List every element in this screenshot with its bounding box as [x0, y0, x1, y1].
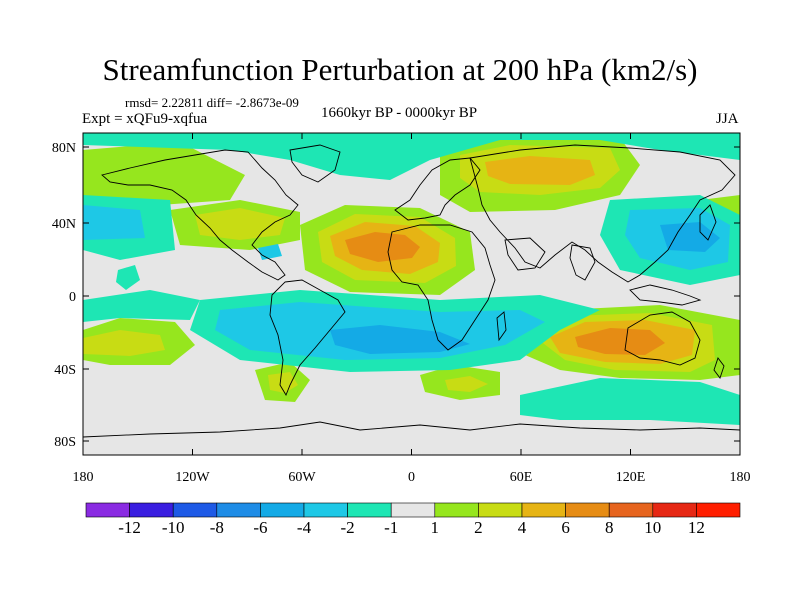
colorbar-swatch	[696, 502, 741, 518]
coast-arabia	[504, 237, 546, 271]
lon-label: 180	[730, 470, 751, 485]
coast-new-zealand	[713, 357, 725, 379]
lat-label: 40N	[52, 217, 76, 232]
lon-label: 60W	[288, 470, 316, 485]
colorbar-label: 12	[688, 518, 705, 537]
latitude-labels: 80N 40N 0 40S 80S	[52, 141, 76, 450]
colorbar-label: 10	[644, 518, 661, 537]
north-pacific-positive-band	[83, 142, 245, 205]
colorbar-label: -12	[118, 518, 141, 537]
coast-india	[569, 244, 596, 281]
coast-africa	[387, 224, 496, 351]
coast-south-america	[269, 279, 346, 397]
colorbar-swatch	[129, 502, 174, 518]
southern-ocean-positive-4	[268, 372, 298, 393]
experiment-label: Expt = xQFu9-xqfua	[82, 111, 208, 127]
positive-anomaly-fields	[83, 137, 740, 402]
colorbar-swatch	[434, 502, 479, 518]
colorbar-swatch	[347, 502, 392, 518]
coast-greenland	[289, 144, 341, 183]
map-panel	[83, 133, 740, 455]
negative-anomaly-fields	[83, 133, 740, 425]
colorbar-label: -6	[253, 518, 267, 537]
colorbar-swatch	[652, 502, 697, 518]
colorbar-swatch	[85, 502, 130, 518]
coast-australia	[624, 311, 701, 366]
coastlines	[83, 144, 740, 438]
atlantic-africa-positive-8	[345, 232, 420, 262]
east-asia-negative-4	[660, 222, 720, 252]
lon-label: 120E	[616, 470, 646, 485]
lon-label: 0	[408, 470, 415, 485]
colorbar-label: 1	[431, 518, 440, 537]
caspian-neutral-cell	[538, 228, 578, 256]
colorbar-label: -10	[162, 518, 185, 537]
colorbar-swatch	[565, 502, 610, 518]
stats-line: rmsd= 2.22811 diff= -2.8673e-09	[125, 95, 299, 110]
eurasia-positive-6	[485, 156, 595, 185]
colorbar-label: -8	[210, 518, 224, 537]
longitude-labels: 180 120W 60W 0 60E 120E 180	[73, 470, 751, 485]
tropical-negative-band-4	[330, 325, 470, 354]
coast-madagascar	[496, 311, 507, 342]
north-pacific-negative-2	[83, 205, 145, 240]
arctic-negative	[83, 133, 740, 180]
coast-japan	[699, 204, 717, 241]
lat-label: 40S	[54, 363, 76, 378]
coast-antarctica	[83, 421, 740, 438]
colorbar-label: -2	[341, 518, 355, 537]
lon-label: 180	[73, 470, 94, 485]
south-atlantic-positive-4	[445, 376, 488, 392]
axis-ticks	[83, 133, 740, 455]
colorbar-swatch	[478, 502, 523, 518]
southeast-pacific-negative	[83, 290, 200, 322]
lon-label: 120W	[175, 470, 210, 485]
lat-label: 0	[69, 290, 76, 305]
colorbar-swatch	[216, 502, 261, 518]
coast-se-asia-islands	[629, 284, 702, 306]
chart-title: Streamfunction Perturbation at 200 hPa (…	[102, 52, 698, 87]
south-indian-australia-positive-8	[575, 328, 665, 355]
colorbar	[85, 502, 741, 518]
coast-north-america	[101, 149, 299, 281]
season-label: JJA	[716, 111, 739, 127]
colorbar-label: 2	[474, 518, 483, 537]
colorbar-swatch	[608, 502, 654, 518]
colorbar-swatch	[172, 502, 218, 518]
pacific-small-negative	[116, 265, 140, 290]
colorbar-label: 8	[605, 518, 614, 537]
south-indian-negative	[520, 378, 740, 425]
colorbar-swatch	[260, 502, 305, 518]
colorbar-label: -1	[384, 518, 398, 537]
colorbar-label: 6	[561, 518, 570, 537]
lat-label: 80N	[52, 141, 76, 156]
colorbar-labels: -12 -10 -8 -6 -4 -2 -1 1 2 4 6 8 10 12	[118, 518, 705, 537]
colorbar-label: 4	[518, 518, 527, 537]
colorbar-swatch	[521, 502, 566, 518]
period-label: 1660kyr BP - 0000kyr BP	[321, 105, 478, 121]
lat-label: 80S	[54, 435, 76, 450]
colorbar-swatch	[303, 502, 348, 518]
colorbar-label: -4	[297, 518, 312, 537]
colorbar-swatch	[390, 502, 436, 518]
lon-label: 60E	[510, 470, 533, 485]
south-pacific-positive-4	[83, 330, 165, 356]
